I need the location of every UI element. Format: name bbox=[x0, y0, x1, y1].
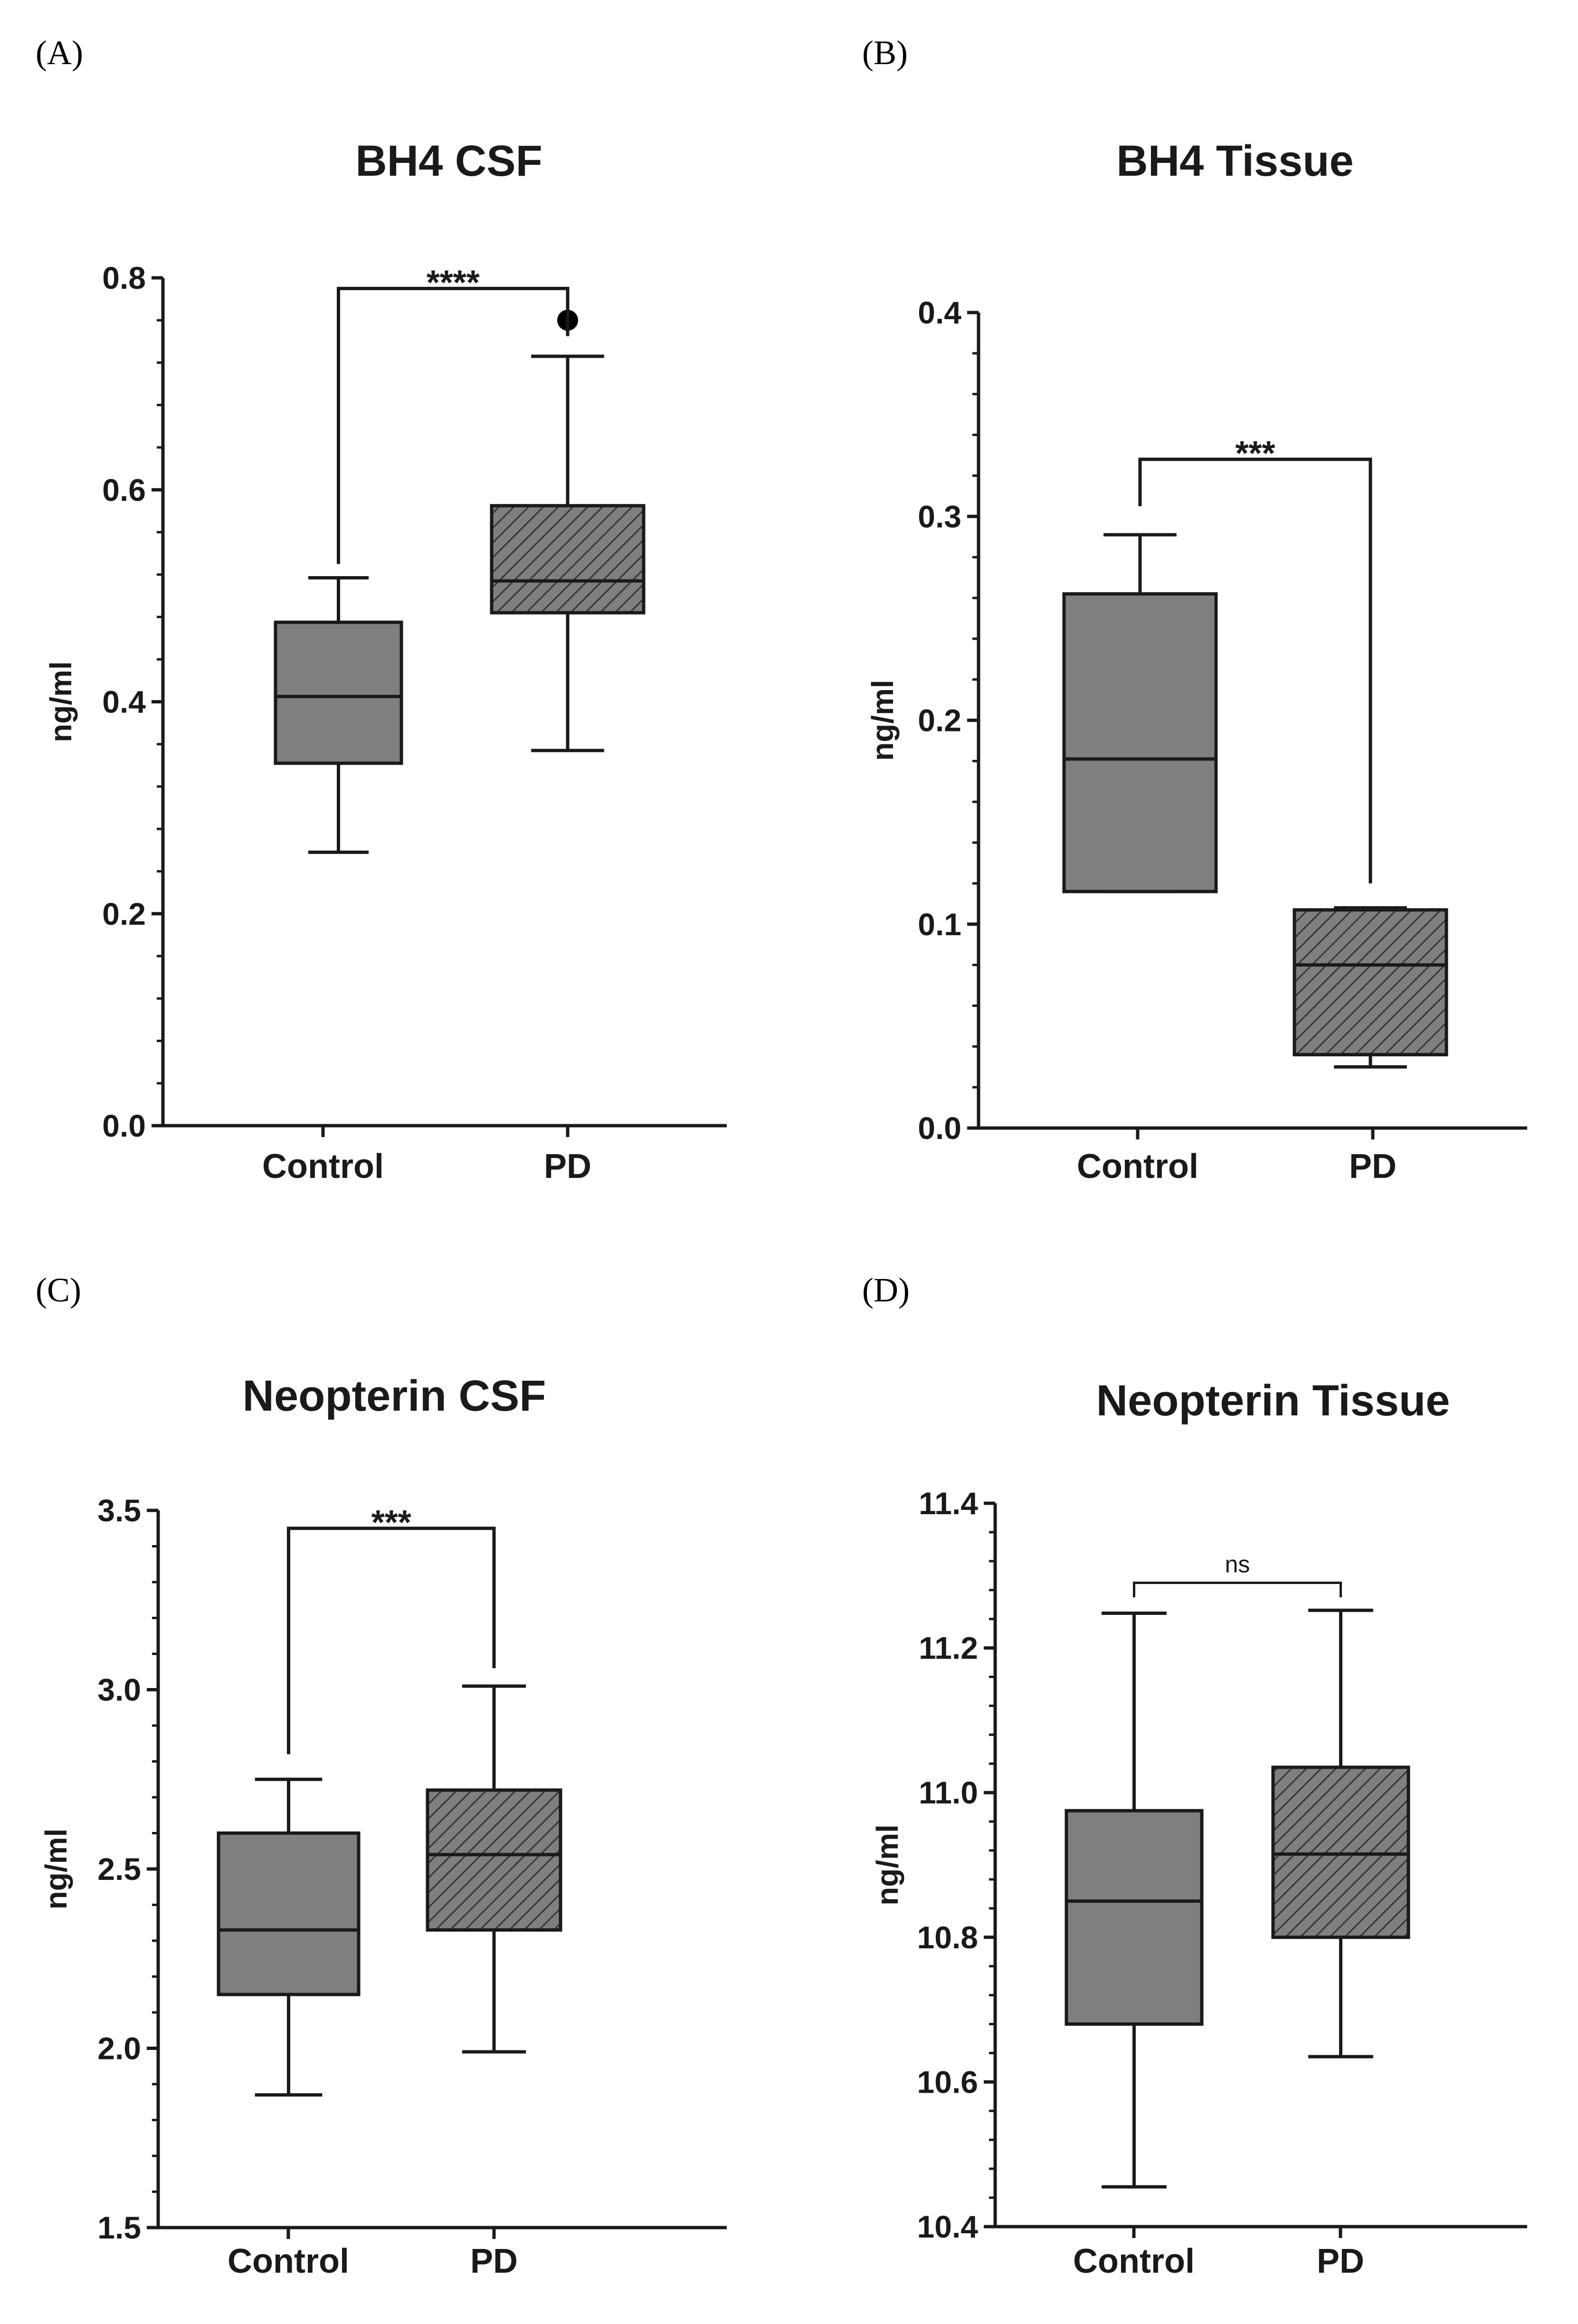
significance-label: *** bbox=[371, 1504, 411, 1542]
panel-neopterin-tissue: (D) Neopterin Tissue ng/ml 10.4 10.6 10.8 11.0… bbox=[862, 1271, 1527, 2280]
significance-bracket bbox=[1138, 457, 1372, 883]
y-tick-label: 3.5 bbox=[97, 1493, 141, 1528]
y-tick-label: 10.6 bbox=[917, 2064, 978, 2099]
y-tick-label: 0.3 bbox=[918, 499, 961, 534]
significance-bracket bbox=[1133, 1582, 1342, 1597]
y-tick-label: 0.8 bbox=[102, 260, 146, 295]
box-control bbox=[1062, 533, 1218, 893]
y-tick-label: 0.0 bbox=[918, 1110, 961, 1146]
box-control bbox=[217, 1777, 361, 2097]
chart-title: Neopterin Tissue bbox=[1096, 1376, 1450, 1425]
box-iqr bbox=[1065, 1809, 1204, 2026]
significance-label: ns bbox=[1225, 1551, 1250, 1578]
panel-bh4-csf: (A) BH4 CSF ng/ml 0.0 0.2 0.4 0.6 0.8 Control PD *… bbox=[36, 34, 727, 1186]
significance-label: *** bbox=[1235, 435, 1275, 473]
y-tick-label: 0.0 bbox=[102, 1108, 146, 1143]
significance-label: **** bbox=[427, 264, 480, 302]
box-control bbox=[274, 576, 403, 854]
box-pd bbox=[1271, 1608, 1410, 2058]
y-tick-label: 11.4 bbox=[919, 1486, 978, 1521]
y-tick-label: 0.2 bbox=[102, 896, 146, 931]
box-control bbox=[1065, 1611, 1204, 2189]
panel-bh4-tissue: (B) BH4 Tissue ng/ml 0.0 0.1 0.2 0.3 0.4 Control… bbox=[862, 34, 1527, 1186]
box-iqr bbox=[490, 504, 646, 615]
panel-label: (D) bbox=[862, 1271, 910, 1309]
y-tick-label: 10.4 bbox=[917, 2209, 979, 2244]
y-tick-label: 0.4 bbox=[102, 684, 146, 720]
x-category-label: PD bbox=[1317, 2242, 1364, 2280]
significance-bracket bbox=[287, 1527, 496, 1755]
y-tick-label: 0.6 bbox=[102, 472, 146, 507]
chart-title: Neopterin CSF bbox=[243, 1372, 546, 1420]
box-iqr bbox=[274, 620, 403, 765]
y-tick-label: 0.4 bbox=[918, 295, 961, 330]
panel-label: (B) bbox=[862, 34, 908, 72]
x-category-label: Control bbox=[262, 1148, 384, 1186]
box-iqr bbox=[1062, 592, 1218, 893]
y-axis-label: ng/ml bbox=[870, 1824, 904, 1906]
y-tick-label: 11.0 bbox=[919, 1775, 978, 1810]
x-category-label: Control bbox=[1073, 2242, 1195, 2280]
box-iqr bbox=[217, 1831, 361, 1996]
panel-label: (A) bbox=[36, 34, 83, 72]
x-category-label: PD bbox=[1349, 1148, 1397, 1186]
y-tick-label: 3.0 bbox=[97, 1672, 141, 1707]
x-category-label: PD bbox=[470, 2242, 518, 2280]
chart-title: BH4 CSF bbox=[355, 137, 542, 185]
y-tick-label: 0.1 bbox=[918, 907, 961, 942]
box-iqr bbox=[426, 1788, 562, 1932]
box-iqr bbox=[1271, 1765, 1410, 1939]
panel-label: (C) bbox=[36, 1271, 81, 1309]
y-tick-label: 11.2 bbox=[919, 1631, 978, 1666]
box-iqr bbox=[1293, 908, 1448, 1056]
chart-title: BH4 Tissue bbox=[1116, 137, 1353, 185]
box-pd bbox=[426, 1684, 562, 2054]
y-axis-label: ng/ml bbox=[865, 680, 900, 761]
y-axis-label: ng/ml bbox=[44, 661, 78, 742]
y-tick-label: 0.2 bbox=[918, 703, 961, 738]
y-axis-label: ng/ml bbox=[39, 1829, 73, 1910]
y-tick-label: 1.5 bbox=[97, 2210, 141, 2245]
y-tick-label: 2.0 bbox=[97, 2031, 141, 2066]
box-pd bbox=[490, 310, 646, 752]
y-tick-label: 10.8 bbox=[917, 1920, 978, 1955]
significance-bracket bbox=[337, 286, 570, 564]
x-category-label: Control bbox=[1077, 1148, 1198, 1186]
x-category-label: Control bbox=[228, 2242, 349, 2280]
panel-neopterin-csf: (C) Neopterin CSF ng/ml 1.5 2.0 2.5 3.0 3.5 Cont… bbox=[36, 1271, 727, 2280]
box-pd bbox=[1293, 906, 1448, 1069]
y-tick-label: 2.5 bbox=[97, 1851, 141, 1887]
x-category-label: PD bbox=[544, 1148, 591, 1186]
